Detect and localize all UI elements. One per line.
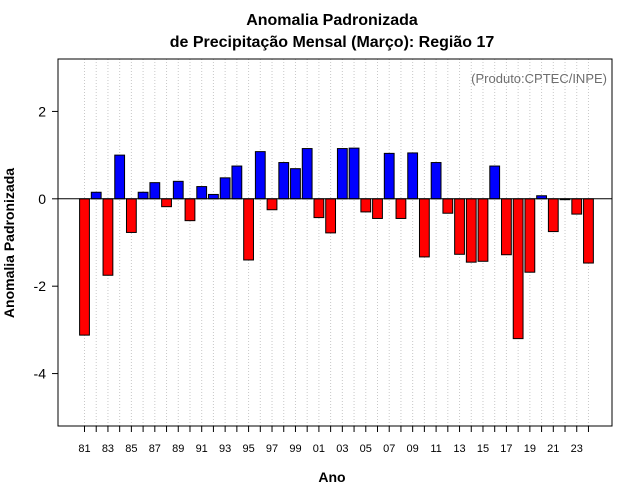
x-tick-label: 89 [172, 443, 184, 455]
bar-2011 [430, 162, 442, 200]
chart-title-line-1: Anomalia Padronizada [246, 12, 418, 29]
x-tick-label: 15 [477, 443, 489, 455]
bar-2024 [583, 198, 594, 264]
x-tick-label: 83 [102, 443, 114, 455]
bar-2023 [571, 198, 583, 215]
bars [79, 147, 594, 340]
bar-1995 [243, 198, 254, 261]
bar-1998 [278, 162, 290, 200]
bar-2008 [395, 198, 407, 219]
bar-1991 [196, 186, 208, 200]
bar-2005 [360, 198, 372, 213]
x-tick-label: 07 [383, 443, 395, 455]
bar-1981 [79, 198, 90, 336]
x-tick-label: 01 [313, 443, 325, 455]
bar-1989 [172, 180, 184, 200]
bar-1992 [208, 193, 219, 200]
bar-2021 [547, 198, 559, 233]
bar-1990 [184, 198, 196, 222]
bar-2014 [465, 198, 477, 263]
x-tick-label: 87 [149, 443, 161, 455]
y-tick-label: 0 [38, 191, 46, 207]
x-tick-label: 21 [547, 443, 559, 455]
bar-2019 [524, 198, 536, 273]
y-tick-label: -4 [34, 366, 47, 382]
x-tick-label: 17 [500, 443, 512, 455]
bar-2001 [313, 198, 325, 219]
bar-2002 [325, 198, 337, 234]
x-tick-label: 11 [430, 443, 441, 455]
x-tick-label: 95 [242, 443, 254, 455]
bar-2007 [383, 152, 395, 200]
bar-2017 [501, 198, 512, 256]
x-tick-label: 19 [524, 443, 536, 455]
bar-2013 [454, 198, 465, 255]
plot-frame [57, 58, 613, 427]
y-tick-label: 2 [38, 103, 46, 119]
bar-1993 [219, 177, 231, 200]
y-axis: 2 0 -2 -4 [34, 103, 58, 382]
bar-2000 [301, 148, 313, 200]
bar-1987 [149, 182, 161, 200]
bar-1988 [161, 198, 172, 208]
bar-1994 [231, 165, 243, 200]
y-tick-label: -2 [34, 278, 47, 294]
x-axis-title: Ano [318, 469, 345, 485]
x-tick-label: 81 [78, 443, 90, 455]
x-tick-label: 05 [360, 443, 372, 455]
x-tick-label: 85 [125, 443, 137, 455]
y-axis-title: Anomalia Padronizada [1, 168, 17, 318]
bar-2009 [407, 152, 419, 200]
bar-1985 [125, 198, 137, 233]
bar-1984 [114, 154, 126, 200]
x-tick-label: 97 [266, 443, 278, 455]
bar-2010 [418, 198, 430, 258]
bar-2003 [336, 148, 348, 200]
x-tick-label: 03 [336, 443, 348, 455]
x-tick-label: 99 [289, 443, 301, 455]
x-tick-label: 91 [196, 443, 208, 455]
bar-1997 [266, 198, 278, 211]
x-axis: 81 83 85 87 89 91 93 95 97 99 01 03 05 07 09 11 13 15 17 19… [78, 426, 589, 455]
x-tick-label: 93 [219, 443, 231, 455]
x-tick-label: 09 [407, 443, 419, 455]
bar-1999 [290, 168, 301, 200]
bar-1986 [137, 191, 149, 200]
bar-2004 [348, 147, 360, 200]
bar-2018 [512, 198, 524, 340]
bar-1996 [254, 151, 266, 200]
bar-2016 [489, 165, 501, 200]
bar-2012 [442, 198, 454, 214]
x-tick-label: 13 [453, 443, 465, 455]
bar-1983 [102, 198, 114, 276]
bar-1982 [90, 191, 102, 200]
x-tick-label: 23 [571, 443, 583, 455]
chart-title-line-2: de Precipitação Mensal (Março): Região 1… [170, 34, 495, 51]
source-annotation: (Produto:CPTEC/INPE) [471, 71, 607, 86]
bar-2015 [477, 198, 489, 262]
bar-2006 [372, 198, 383, 219]
